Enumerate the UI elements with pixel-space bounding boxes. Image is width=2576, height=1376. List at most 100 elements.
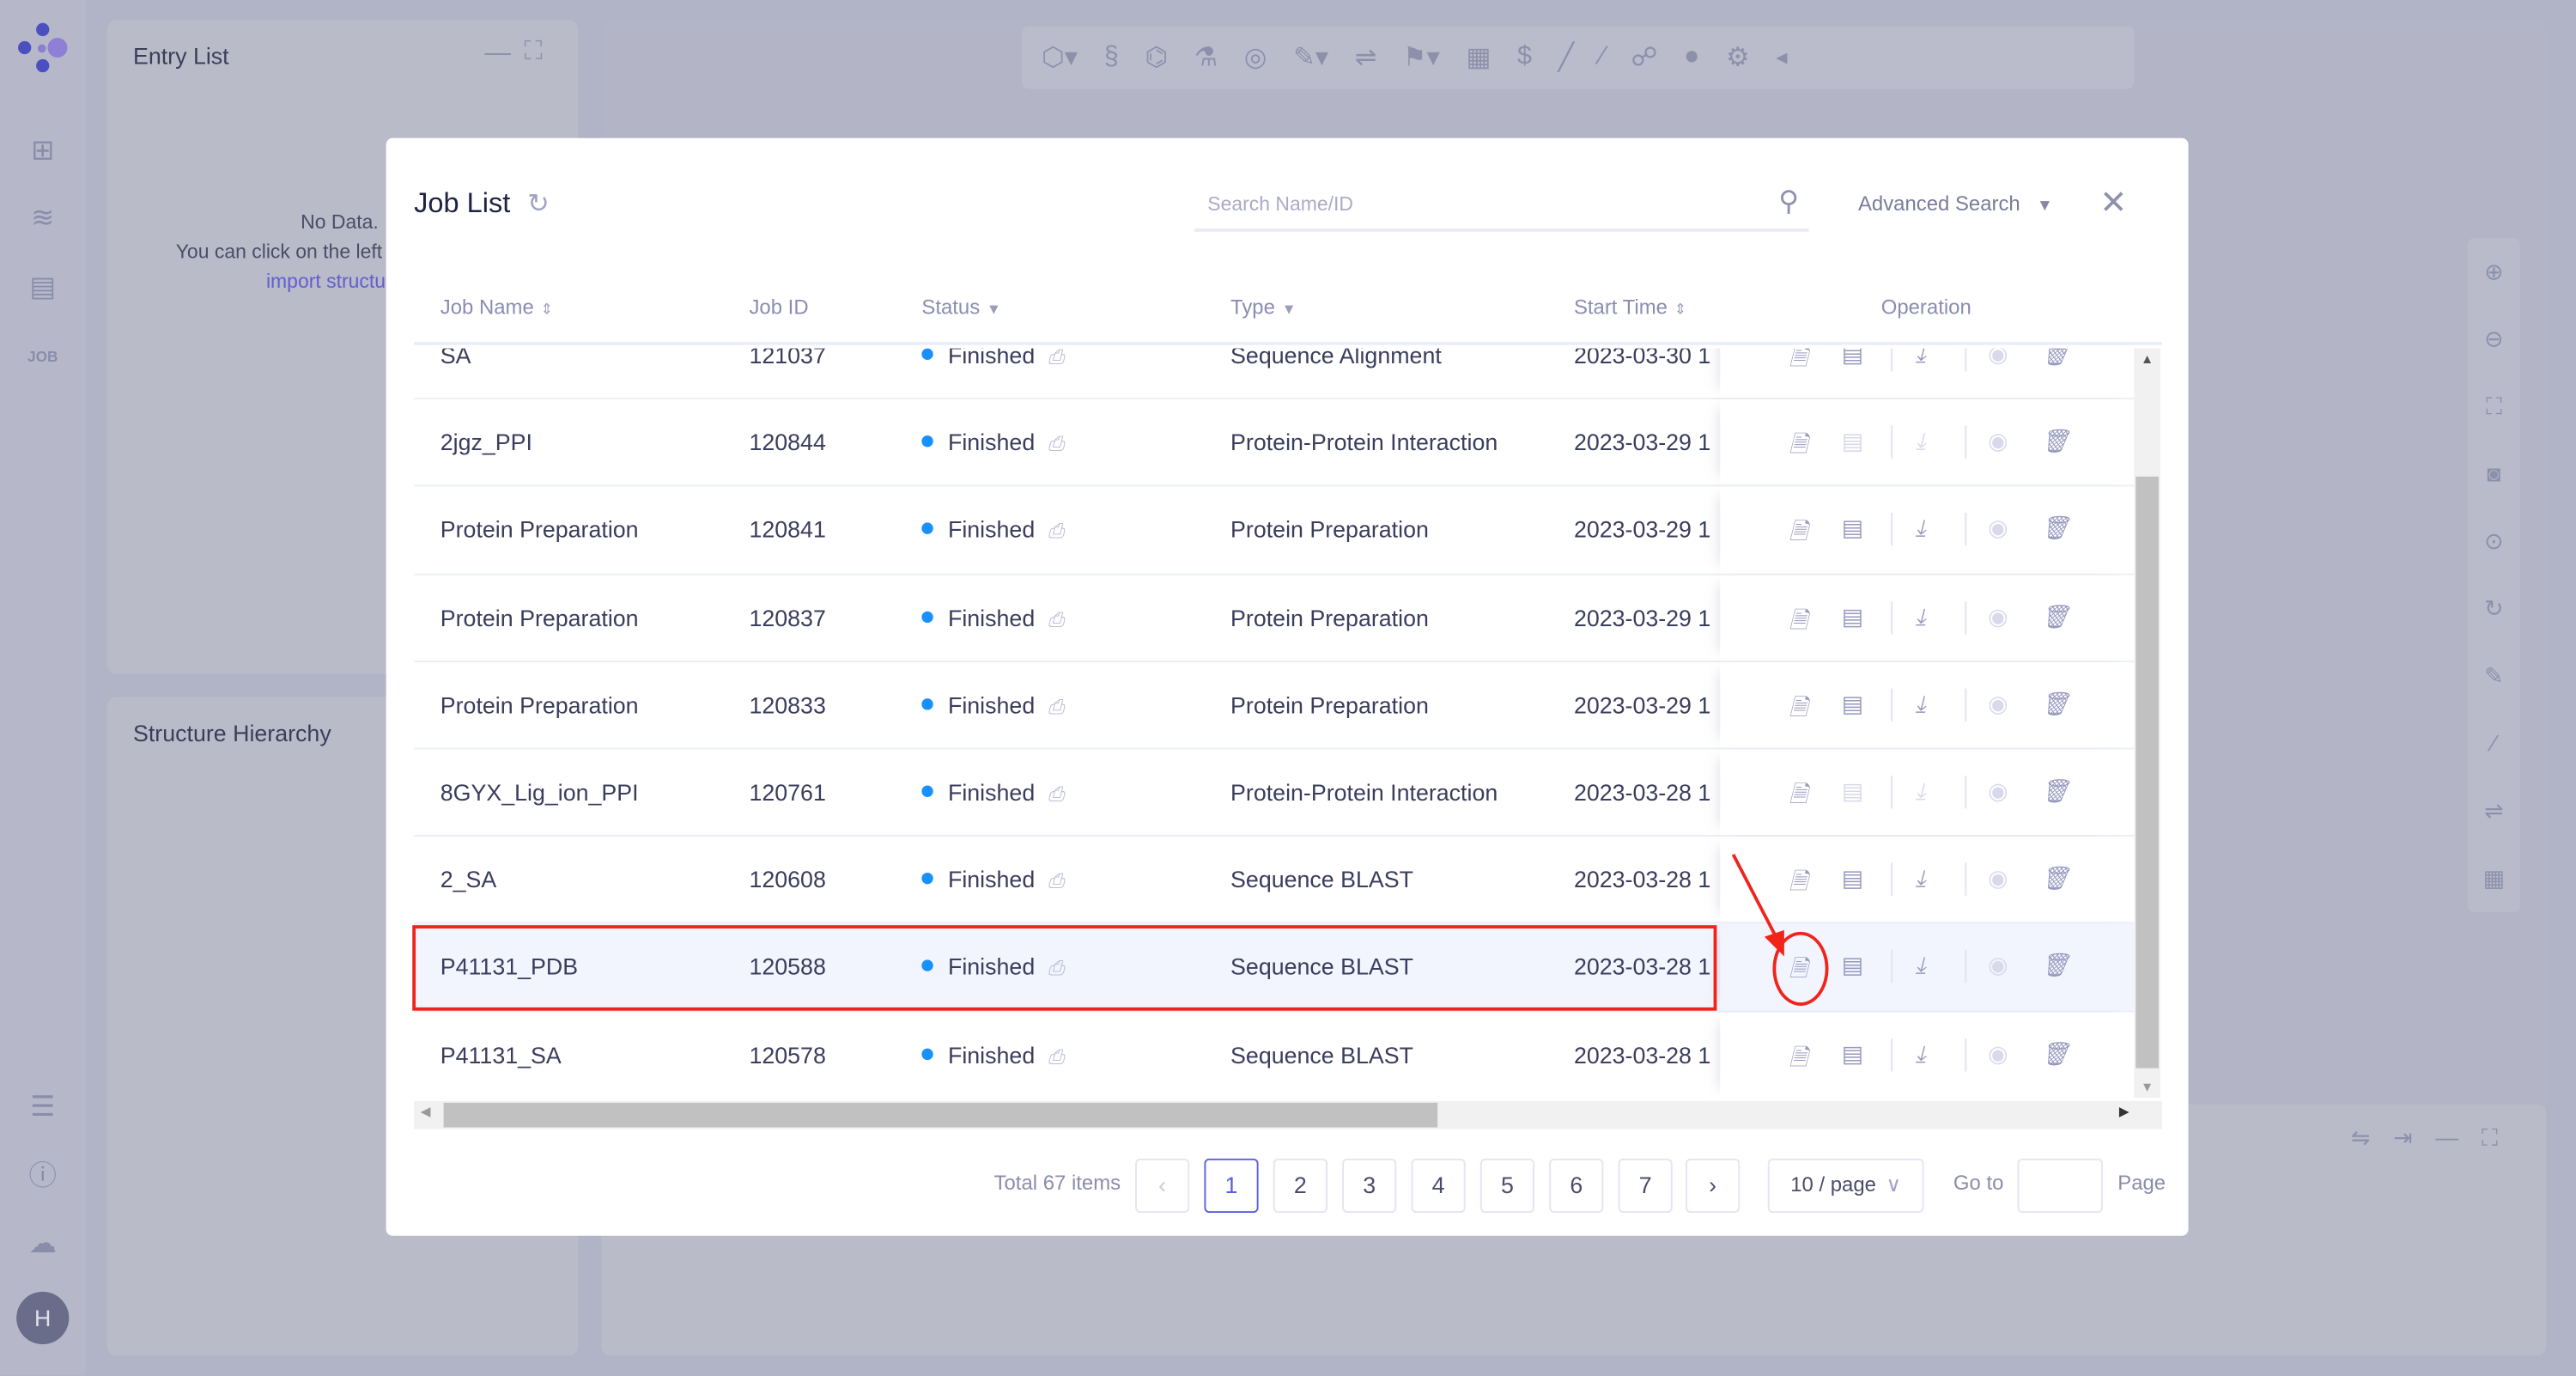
col-status[interactable]: Status ▼ <box>921 295 1001 320</box>
measure-icon[interactable]: ⁄ <box>2492 729 2496 757</box>
page-button[interactable]: 2 <box>1273 1158 1327 1214</box>
table-row[interactable]: 8GYX_Lig_ion_PPI 120761 Finished ⎙ Protei… <box>414 749 2135 837</box>
zoom-out-icon[interactable]: ⊖ <box>2484 325 2504 352</box>
sort-icon[interactable]: ⇕ <box>540 301 553 318</box>
download-icon[interactable]: ⤓ <box>1915 690 1926 716</box>
delete-icon[interactable]: 🗑 <box>2040 602 2070 629</box>
view-file-icon[interactable]: 🗎 <box>1789 692 1808 720</box>
minimize-icon[interactable]: — <box>484 39 512 68</box>
table-row[interactable]: P41131_PDB 120588 Finished ⎙ Sequence BLA… <box>414 923 2135 1012</box>
stop-icon[interactable]: ◉ <box>1988 776 2008 804</box>
table-row[interactable]: P41131_SA 120578 Finished ⎙ Sequence BLAS… <box>414 1011 2135 1099</box>
page-button[interactable]: 3 <box>1342 1158 1397 1214</box>
rings-icon[interactable]: ⌬ <box>1145 44 1169 73</box>
delete-icon[interactable]: 🗑 <box>2040 864 2070 892</box>
helix-icon[interactable]: § <box>1103 42 1119 71</box>
note-icon[interactable]: ⎙ <box>1048 1044 1064 1068</box>
note-icon[interactable]: ⎙ <box>1048 694 1064 718</box>
delete-icon[interactable]: 🗑 <box>2040 776 2070 804</box>
vertical-scrollbar[interactable]: ▲ ▼ <box>2134 348 2160 1099</box>
job-icon[interactable]: JOB <box>27 348 58 365</box>
note-icon[interactable]: ⎙ <box>1048 348 1064 368</box>
new-folder-icon[interactable]: ⊞ <box>31 134 55 167</box>
avatar[interactable]: H <box>16 1291 70 1345</box>
page-button[interactable]: 6 <box>1549 1158 1604 1214</box>
download-icon[interactable]: ⤓ <box>1915 602 1926 629</box>
note-icon[interactable]: ⎙ <box>1048 607 1064 630</box>
zoom-in-icon[interactable]: ⊕ <box>2484 258 2504 285</box>
report-icon[interactable]: ▤ <box>1841 1039 1864 1066</box>
collapse-icon[interactable]: ◀ <box>1776 48 1788 65</box>
structure-icon[interactable]: ⬡▾ <box>1042 44 1078 73</box>
page-button[interactable]: 5 <box>1479 1158 1535 1214</box>
report-icon[interactable]: ▤ <box>1841 427 1864 454</box>
rotate-icon[interactable]: ↻ <box>2484 594 2504 622</box>
report-icon[interactable]: ▤ <box>1841 514 1864 542</box>
help-icon[interactable]: ⓘ <box>28 1160 58 1192</box>
page-button[interactable]: 1 <box>1204 1158 1259 1214</box>
delete-icon[interactable]: 🗑 <box>2040 690 2070 716</box>
delete-icon[interactable]: 🗑 <box>2040 952 2070 979</box>
report-icon[interactable]: ▤ <box>1841 602 1864 629</box>
view-file-icon[interactable]: 🗎 <box>1789 518 1808 545</box>
view-file-icon[interactable]: 🗎 <box>1789 780 1808 807</box>
stop-icon[interactable]: ◉ <box>1988 1039 2008 1066</box>
col-type[interactable]: Type ▼ <box>1230 295 1297 320</box>
refresh-icon[interactable]: ↻ <box>527 190 550 219</box>
filter-icon[interactable]: ▼ <box>986 301 1001 318</box>
horizontal-scrollbar[interactable]: ◀ ▶ <box>414 1100 2162 1129</box>
maximize-icon[interactable]: ⛶ <box>524 38 543 66</box>
stick-icon[interactable]: ⁄ <box>1600 42 1605 71</box>
stop-icon[interactable]: ◉ <box>1988 690 2008 716</box>
stop-icon[interactable]: ◉ <box>1988 602 2008 629</box>
cloud-icon[interactable]: ☁ <box>28 1227 58 1259</box>
stop-icon[interactable]: ◉ <box>1988 864 2008 892</box>
scroll-thumb[interactable] <box>2136 476 2160 1069</box>
delete-icon[interactable]: 🗑 <box>2040 427 2070 454</box>
report-icon[interactable]: ▤ <box>1841 690 1864 716</box>
view-file-icon[interactable]: 🗎 <box>1789 606 1808 632</box>
close-icon[interactable]: ✕ <box>2099 186 2128 222</box>
report-icon[interactable]: ▤ <box>1841 952 1864 979</box>
ball-stick-icon[interactable]: ☍ <box>1631 44 1658 73</box>
align-icon[interactable]: $ <box>1516 42 1533 71</box>
note-icon[interactable]: ⎙ <box>1048 520 1064 544</box>
download-icon[interactable]: ⤓ <box>1915 427 1926 454</box>
note-icon[interactable]: ✎ <box>2484 662 2504 689</box>
path-icon[interactable]: ⇌ <box>2484 796 2504 824</box>
import-structure-link[interactable]: import structu <box>265 269 386 293</box>
col-start-time[interactable]: Start Time ⇕ <box>1573 295 1687 320</box>
filter-icon[interactable]: ▼ <box>1281 301 1297 318</box>
page-button[interactable]: 7 <box>1618 1158 1673 1214</box>
col-job-name[interactable]: Job Name ⇕ <box>440 295 553 320</box>
image-icon[interactable]: ▦ <box>2482 864 2506 892</box>
table-row[interactable]: Protein Preparation 120837 Finished ⎙ Pro… <box>414 574 2135 662</box>
pencil-icon[interactable]: ✎▾ <box>1293 44 1329 73</box>
layers-flask-icon[interactable]: ≋ <box>31 202 55 234</box>
bottom-panel-controls-icon[interactable]: ⇋⇥—⛶ <box>2350 1123 2521 1151</box>
download-icon[interactable]: ⤓ <box>1915 952 1926 979</box>
fit-icon[interactable]: ⛶ <box>2486 393 2502 419</box>
bookmark-icon[interactable]: ⚑▾ <box>1403 44 1440 73</box>
table-row[interactable]: Protein Preparation 120833 Finished ⎙ Pro… <box>414 661 2135 750</box>
center-icon[interactable]: ⊙ <box>2484 527 2504 554</box>
download-icon[interactable]: ⤓ <box>1915 514 1926 542</box>
download-icon[interactable]: ⤓ <box>1915 776 1926 804</box>
note-icon[interactable]: ⎙ <box>1048 782 1064 806</box>
scroll-thumb[interactable] <box>443 1102 1438 1128</box>
search-input[interactable]: Search Name/ID ⚲ <box>1194 184 1809 232</box>
view-file-icon[interactable]: 🗎 <box>1789 868 1808 895</box>
sort-icon[interactable]: ⇕ <box>1674 301 1687 318</box>
table-row[interactable]: 2_SA 120608 Finished ⎙ Sequence BLAST 202… <box>414 837 2135 924</box>
path-icon[interactable]: ⇌ <box>1354 44 1377 73</box>
delete-icon[interactable]: 🗑 <box>2040 348 2070 367</box>
view-file-icon[interactable]: 🗎 <box>1789 430 1808 458</box>
report-icon[interactable]: ▤ <box>1841 348 1864 367</box>
stop-icon[interactable]: ◉ <box>1988 427 2008 454</box>
advanced-search-button[interactable]: Advanced Search ▼ <box>1858 192 2053 216</box>
layout-icon[interactable]: ▤ <box>29 271 57 303</box>
stop-icon[interactable]: ◉ <box>1988 348 2008 367</box>
note-icon[interactable]: ⎙ <box>1048 957 1064 980</box>
gear-icon[interactable]: ⚙ <box>1726 44 1750 73</box>
list-icon[interactable]: ☰ <box>30 1091 56 1123</box>
